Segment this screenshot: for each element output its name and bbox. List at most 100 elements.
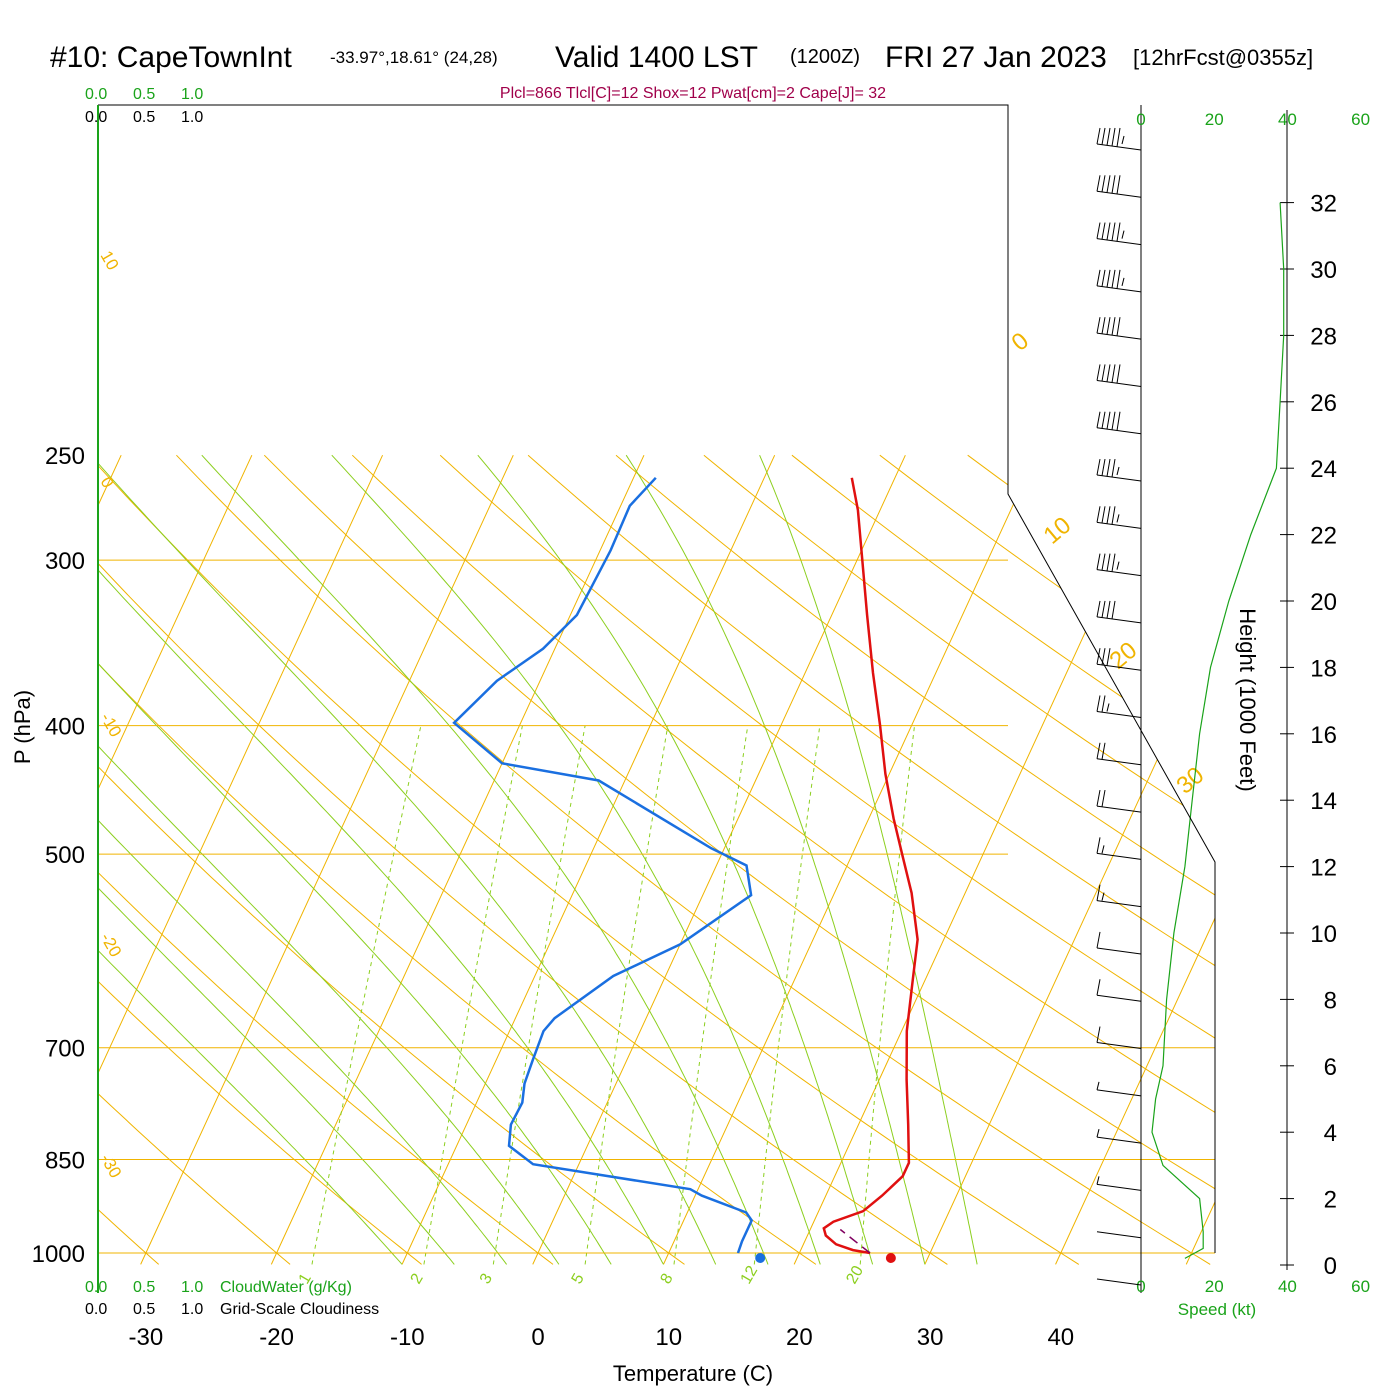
top-black-1: 0.5 [133, 109, 155, 126]
moist-adiabat-line [201, 454, 769, 1265]
height-tick-label: 10 [1310, 921, 1337, 948]
wind-barb-halfflag [1096, 1129, 1100, 1138]
wind-barb-staff [1096, 805, 1142, 813]
speed-bottom-tick: 40 [1278, 1277, 1297, 1296]
wind-barb-flag [1106, 222, 1111, 241]
wind-barb-flag [1096, 411, 1101, 428]
dry-adiabat-line [263, 454, 1215, 1265]
wind-barb-flag [1106, 411, 1111, 430]
wind-barb-halfflag [1106, 703, 1110, 712]
wind-barb-flag [1096, 695, 1101, 712]
height-tick-label: 2 [1324, 1187, 1337, 1214]
wind-barb [1096, 127, 1142, 151]
wind-barb-halfflag [1121, 230, 1125, 239]
wind-barb [1096, 789, 1142, 813]
wind-barb [1096, 553, 1142, 577]
height-tick-label: 0 [1324, 1253, 1337, 1280]
wind-barb-staff [1096, 1231, 1142, 1239]
bottom-green-2: 1.0 [181, 1279, 203, 1296]
wind-barb-flag [1116, 127, 1121, 147]
speed-top-tick: 20 [1205, 110, 1224, 129]
wind-barb-flag [1106, 364, 1111, 382]
wind-barb [1096, 1176, 1142, 1191]
frame-outline [98, 104, 1216, 1253]
wind-barb-staff [1096, 521, 1142, 529]
wind-barb-staff [1096, 1089, 1142, 1097]
mixing-ratio-line [492, 725, 586, 1265]
speed-top-tick: 0 [1136, 110, 1145, 129]
wind-barb-staff [1096, 569, 1142, 577]
isotherm-line [401, 454, 776, 1265]
wind-barb-staff [1096, 143, 1142, 151]
height-tick-label: 4 [1324, 1120, 1337, 1147]
wind-barb-flag [1111, 269, 1116, 289]
moist-adiabat-line [98, 454, 560, 1265]
mixing-ratio-line [673, 725, 749, 1265]
wind-barb [1096, 837, 1142, 860]
wind-barb-flag [1101, 317, 1106, 334]
wind-barb-flag [1111, 506, 1116, 525]
wind-barb-flag [1101, 600, 1106, 618]
isotherm-line [1055, 454, 1215, 1265]
valid-text: Valid 1400 LST [555, 41, 758, 74]
pressure-tick-label: 400 [45, 714, 85, 741]
pressure-tick-label: 1000 [32, 1241, 85, 1268]
wind-barb-flag [1096, 269, 1101, 286]
wind-barb-flag [1096, 1026, 1101, 1043]
wind-barb-staff [1096, 1042, 1142, 1050]
wind-barb-flag [1106, 506, 1111, 524]
coords-text: -33.97°,18.61° (24,28) [330, 48, 498, 67]
wind-speed-line [1151, 202, 1285, 1259]
mixing-ratio-label: 8 [657, 1271, 676, 1287]
moist-adiabat-line [98, 454, 717, 1265]
wind-barb-flag [1096, 837, 1101, 854]
wind-barb [1096, 364, 1142, 387]
wind-barb-staff [1096, 1278, 1142, 1286]
height-tick-label: 26 [1310, 390, 1337, 417]
wind-layer: 0020204040606002468101214161820222426283… [1096, 105, 1370, 1296]
wind-barb-staff [1096, 1183, 1142, 1191]
temperature-tick-label: 10 [655, 1324, 682, 1351]
wind-barb [1096, 600, 1142, 624]
temperature-tick-label: 0 [531, 1324, 544, 1351]
moist-adiabat-line [98, 454, 455, 1265]
wind-barb-flag [1116, 269, 1121, 289]
temperature-line [822, 477, 919, 1255]
wind-barb-flag [1106, 553, 1111, 572]
mixing-ratio-label: 20 [843, 1263, 867, 1287]
height-tick-label: 6 [1324, 1054, 1337, 1081]
wind-barb-flag [1116, 175, 1121, 195]
wind-barb [1096, 884, 1142, 908]
wind-barb-flag [1101, 269, 1106, 287]
bottom-green-0: 0.0 [85, 1279, 107, 1296]
moist-adiabat-line [98, 454, 508, 1265]
height-tick-label: 30 [1310, 257, 1337, 284]
wind-barb [1096, 1231, 1142, 1239]
wind-barb [1096, 931, 1142, 955]
pressure-tick-label: 700 [45, 1036, 85, 1063]
wind-barb-flag [1096, 884, 1101, 901]
height-tick-label: 16 [1310, 722, 1337, 749]
grid-clipped [98, 454, 1215, 1265]
forecast-text: [12hrFcst@0355z] [1133, 45, 1313, 70]
moist-adiabat-line [759, 455, 978, 1265]
bottom-black-1: 0.5 [133, 1301, 155, 1318]
wind-barb-halfflag [1121, 135, 1125, 145]
wind-barb [1096, 695, 1142, 718]
wind-barb [1096, 175, 1142, 198]
height-tick-label: 14 [1310, 788, 1337, 815]
mixing-ratio-label: 3 [477, 1271, 496, 1287]
wind-barb-flag [1111, 553, 1116, 572]
cloudiness-title: Grid-Scale Cloudiness [220, 1301, 379, 1318]
dry-adiabat-line [98, 454, 948, 1265]
dry-adiabat-label: 0 [1007, 327, 1035, 356]
isotherm-line [98, 454, 253, 1265]
mixing-ratio-line [423, 725, 523, 1265]
wind-barb [1096, 222, 1142, 246]
height-tick-label: 32 [1310, 191, 1337, 218]
isotherm-label: 0 [97, 474, 118, 492]
wind-barb-flag [1096, 931, 1101, 949]
wind-barb-staff [1096, 900, 1142, 908]
